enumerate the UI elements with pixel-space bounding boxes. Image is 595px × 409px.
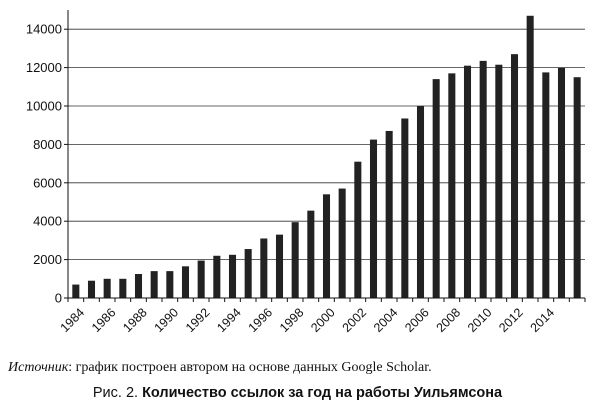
y-tick-2000: 2000 bbox=[33, 252, 62, 267]
x-tick-1984: 1984 bbox=[58, 305, 88, 335]
x-tick-1990: 1990 bbox=[152, 305, 182, 335]
x-tick-1986: 1986 bbox=[89, 305, 119, 335]
caption-prefix: Рис. 2. bbox=[92, 385, 143, 401]
x-tick-2010: 2010 bbox=[465, 305, 495, 335]
y-tick-6000: 6000 bbox=[33, 175, 62, 190]
bar-2013 bbox=[526, 15, 534, 298]
bar-1988 bbox=[134, 274, 143, 298]
bar-2005 bbox=[401, 118, 409, 298]
y-tick-8000: 8000 bbox=[33, 137, 62, 152]
y-tick-14000: 14000 bbox=[26, 22, 62, 37]
y-tick-12000: 12000 bbox=[26, 60, 62, 75]
x-tick-2012: 2012 bbox=[496, 305, 526, 335]
bar-2006 bbox=[416, 106, 425, 298]
y-tick-10000: 10000 bbox=[26, 99, 62, 114]
x-tick-2008: 2008 bbox=[434, 305, 464, 335]
bar-1984 bbox=[72, 284, 80, 298]
bar-2014 bbox=[542, 72, 550, 299]
x-tick-1988: 1988 bbox=[120, 305, 150, 335]
y-tick-0: 0 bbox=[55, 291, 62, 306]
x-tick-2006: 2006 bbox=[402, 305, 432, 335]
caption-title: Количество ссылок за год на работы Уилья… bbox=[142, 385, 503, 401]
y-tick-4000: 4000 bbox=[33, 214, 62, 229]
bar-2001 bbox=[338, 188, 346, 298]
bar-1989 bbox=[150, 271, 158, 298]
bar-2011 bbox=[495, 64, 503, 298]
bar-2012 bbox=[510, 54, 519, 298]
y-tick-labels: 0 2000 4000 6000 8000 10000 12000 14000 bbox=[26, 22, 62, 306]
bar-1986 bbox=[103, 278, 111, 298]
x-tick-1994: 1994 bbox=[214, 305, 244, 335]
bar-2004 bbox=[385, 130, 393, 298]
bar-1995 bbox=[244, 249, 252, 298]
bar-2009 bbox=[463, 65, 472, 299]
bar-1999 bbox=[307, 210, 315, 298]
grid-lines bbox=[68, 28, 585, 261]
axes bbox=[64, 10, 586, 302]
bar-2002 bbox=[354, 161, 362, 298]
bars bbox=[72, 15, 581, 299]
x-tick-1992: 1992 bbox=[183, 305, 213, 335]
bar-2015 bbox=[557, 67, 566, 298]
bar-1985 bbox=[87, 280, 96, 298]
bar-2008 bbox=[448, 73, 456, 298]
bar-1996 bbox=[260, 238, 268, 298]
bar-1990 bbox=[166, 271, 174, 298]
x-tick-labels: 1984 1986 1988 1990 1992 1994 1996 1998 2000 2002… bbox=[58, 305, 558, 335]
bar-2010 bbox=[479, 60, 487, 298]
source-note: Источник: график построен автором на осн… bbox=[8, 360, 595, 376]
x-tick-2000: 2000 bbox=[308, 305, 338, 335]
bar-2007 bbox=[432, 79, 440, 299]
x-tick-1998: 1998 bbox=[277, 305, 307, 335]
bar-2000 bbox=[322, 194, 331, 298]
bar-1987 bbox=[119, 278, 127, 298]
bar-2003 bbox=[369, 139, 378, 298]
source-label: Источник bbox=[8, 360, 69, 375]
x-tick-2002: 2002 bbox=[340, 305, 370, 335]
bar-1998 bbox=[291, 222, 299, 298]
bar-1991 bbox=[181, 266, 190, 298]
figure-caption: Рис. 2. Количество ссылок за год на рабо… bbox=[0, 385, 595, 401]
x-tick-1996: 1996 bbox=[246, 305, 276, 335]
x-tick-2004: 2004 bbox=[371, 305, 401, 335]
bar-1992 bbox=[197, 260, 205, 298]
bar-1994 bbox=[228, 254, 237, 298]
bar-1993 bbox=[213, 255, 221, 298]
source-text: : график построен автором на основе данн… bbox=[68, 360, 432, 375]
x-tick-2014: 2014 bbox=[528, 305, 558, 335]
bar-1997 bbox=[275, 234, 284, 298]
bar-2016 bbox=[573, 77, 581, 298]
